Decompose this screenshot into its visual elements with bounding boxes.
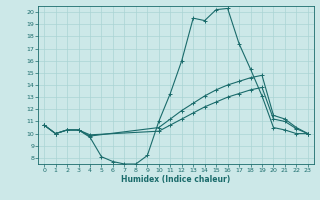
X-axis label: Humidex (Indice chaleur): Humidex (Indice chaleur) <box>121 175 231 184</box>
